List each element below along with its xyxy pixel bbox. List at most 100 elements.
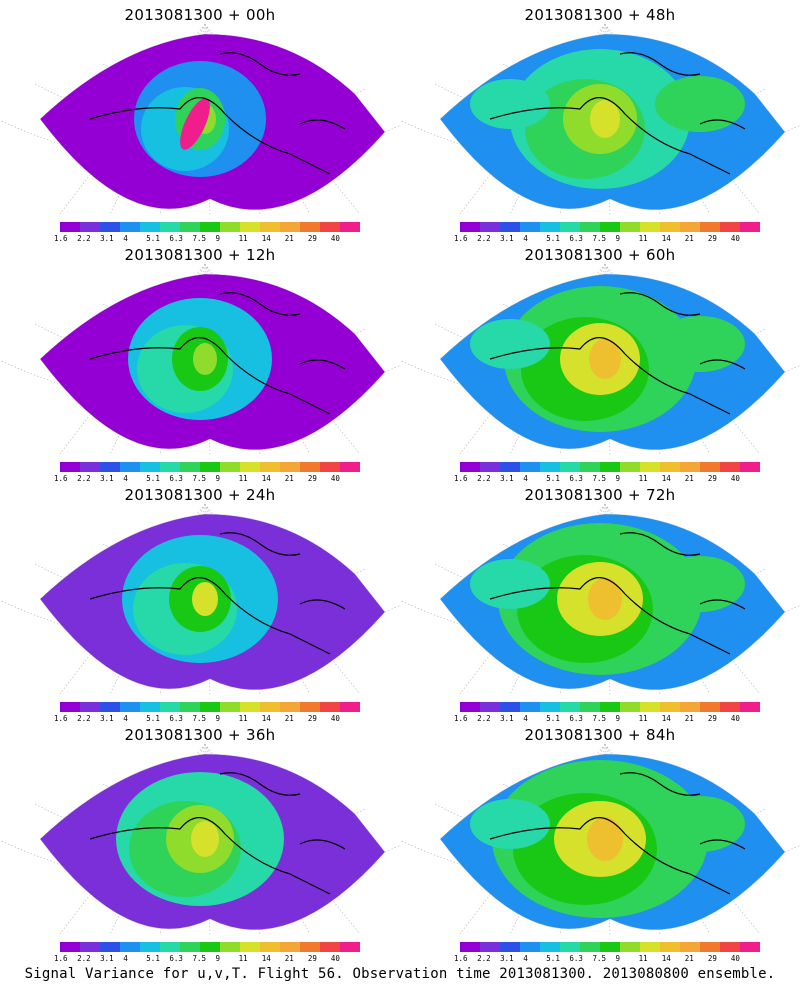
colorbar-swatch: [180, 462, 200, 472]
colorbar-label: 9: [215, 234, 221, 243]
colorbar-label: 5.1: [546, 714, 560, 723]
colorbar-swatch: [60, 462, 80, 472]
colorbar-label: 29: [707, 474, 717, 483]
colorbar-swatch: [540, 462, 560, 472]
colorbar-swatch: [580, 702, 600, 712]
colorbar-label: 5.1: [146, 474, 160, 483]
colorbar-labels: 1.6 2.2 3.1 4 5.1 6.3 7.5 9 11 14 21 29 40: [52, 474, 352, 484]
colorbar-label: 5.1: [146, 714, 160, 723]
colorbar-label: 29: [307, 234, 317, 243]
colorbar-label: 2.2: [477, 474, 491, 483]
colorbar-swatch: [160, 702, 180, 712]
colorbar-label: 3.1: [100, 234, 114, 243]
colorbar-swatch: [220, 222, 240, 232]
colorbar: [460, 462, 760, 472]
colorbar-label: 3.1: [500, 234, 514, 243]
colorbar-swatch: [160, 222, 180, 232]
colorbar-label: 21: [684, 234, 694, 243]
colorbar-swatch: [700, 702, 720, 712]
colorbar-swatch: [120, 222, 140, 232]
colorbar-label: 7.5: [592, 474, 606, 483]
colorbar-label: 4: [123, 714, 128, 723]
variance-field: [40, 514, 385, 690]
colorbar-label: 21: [284, 474, 294, 483]
colorbar: [60, 222, 360, 232]
variance-map: [400, 24, 800, 214]
colorbar-label: 11: [638, 474, 648, 483]
map-panel: 2013081300 + 72h 1.6 2.2 3.1 4 5.1 6.3 7.5 9 11 14…: [400, 480, 800, 723]
colorbar-swatch: [320, 942, 340, 952]
colorbar-swatch: [200, 942, 220, 952]
colorbar-swatch: [660, 222, 680, 232]
colorbar-label: 7.5: [192, 234, 206, 243]
colorbar-labels: 1.6 2.2 3.1 4 5.1 6.3 7.5 9 11 14 21 29 40: [452, 714, 752, 724]
colorbar-label: 1.6: [454, 954, 468, 963]
colorbar-swatch: [80, 702, 100, 712]
colorbar-label: 6.3: [569, 714, 583, 723]
colorbar-label: 11: [638, 954, 648, 963]
colorbar-label: 40: [330, 714, 340, 723]
colorbar-labels: 1.6 2.2 3.1 4 5.1 6.3 7.5 9 11 14 21 29 40: [52, 954, 352, 964]
colorbar-label: 21: [284, 714, 294, 723]
colorbar-swatch: [580, 462, 600, 472]
colorbar-label: 7.5: [592, 954, 606, 963]
colorbar-swatch: [320, 222, 340, 232]
colorbar-swatch: [600, 462, 620, 472]
colorbar-swatch: [160, 462, 180, 472]
colorbar-swatch: [640, 942, 660, 952]
colorbar-label: 5.1: [546, 234, 560, 243]
colorbar-label: 40: [330, 474, 340, 483]
colorbar-label: 4: [523, 954, 528, 963]
colorbar-swatch: [200, 462, 220, 472]
colorbar-swatch: [300, 702, 320, 712]
colorbar-label: 14: [661, 234, 671, 243]
colorbar-swatch: [140, 462, 160, 472]
panel-title: 2013081300 + 12h: [124, 246, 276, 264]
colorbar-swatch: [720, 942, 740, 952]
colorbar: [60, 942, 360, 952]
colorbar-swatch: [240, 942, 260, 952]
colorbar-label: 6.3: [169, 474, 183, 483]
colorbar-label: 7.5: [192, 474, 206, 483]
map-panel: 2013081300 + 48h 1.6 2.2 3.1 4 5.1 6.3 7.5 9 11 14…: [400, 0, 800, 243]
colorbar-labels: 1.6 2.2 3.1 4 5.1 6.3 7.5 9 11 14 21 29 40: [52, 234, 352, 244]
colorbar-swatch: [600, 222, 620, 232]
colorbar-label: 4: [123, 234, 128, 243]
colorbar-swatch: [280, 222, 300, 232]
map-panel: 2013081300 + 60h 1.6 2.2 3.1 4 5.1 6.3 7.5 9 11 14…: [400, 240, 800, 483]
colorbar-labels: 1.6 2.2 3.1 4 5.1 6.3 7.5 9 11 14 21 29 40: [452, 954, 752, 964]
colorbar-label: 1.6: [54, 474, 68, 483]
coastline: [89, 52, 346, 175]
panel-title: 2013081300 + 84h: [524, 726, 676, 744]
colorbar-label: 6.3: [569, 234, 583, 243]
colorbar-swatch: [520, 462, 540, 472]
colorbar-label: 11: [238, 234, 248, 243]
colorbar-swatch: [140, 702, 160, 712]
panel-title: 2013081300 + 48h: [524, 6, 676, 24]
colorbar-swatch: [260, 222, 280, 232]
colorbar-swatch: [580, 942, 600, 952]
colorbar-label: 7.5: [592, 234, 606, 243]
variance-map: [400, 744, 800, 934]
colorbar-swatch: [620, 942, 640, 952]
colorbar-swatch: [600, 702, 620, 712]
colorbar-swatch: [300, 942, 320, 952]
colorbar-swatch: [200, 222, 220, 232]
colorbar-swatch: [560, 462, 580, 472]
colorbar-label: 29: [707, 954, 717, 963]
colorbar-swatch: [140, 222, 160, 232]
colorbar-swatch: [460, 462, 480, 472]
colorbar-label: 21: [684, 474, 694, 483]
colorbar-swatch: [280, 702, 300, 712]
variance-map: [0, 504, 400, 694]
colorbar-label: 3.1: [500, 714, 514, 723]
colorbar-swatch: [680, 222, 700, 232]
colorbar-swatch: [640, 222, 660, 232]
colorbar-label: 3.1: [500, 954, 514, 963]
colorbar-swatch: [200, 702, 220, 712]
colorbar-swatch: [100, 702, 120, 712]
map-panel: 2013081300 + 24h 1.6 2.2 3.1 4 5.1 6.3 7.5 9 11 14…: [0, 480, 400, 723]
colorbar-swatch: [120, 942, 140, 952]
colorbar-label: 40: [730, 474, 740, 483]
coastline: [89, 532, 346, 655]
